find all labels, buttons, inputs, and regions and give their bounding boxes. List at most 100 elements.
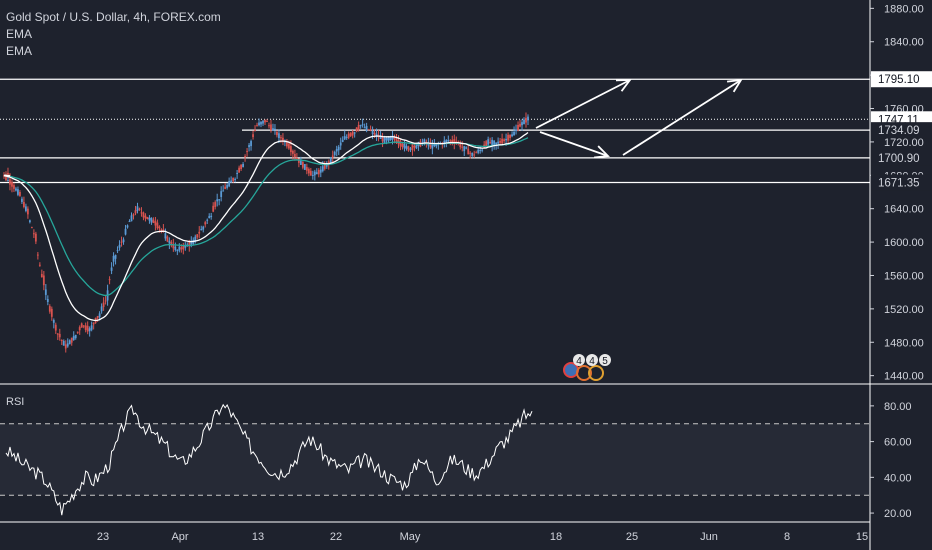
- candle-body: [46, 299, 49, 302]
- candle-body: [40, 273, 43, 278]
- time-tick-label: May: [400, 531, 421, 543]
- candle-body: [54, 324, 57, 331]
- candle-body: [274, 128, 276, 130]
- candle-body: [92, 322, 95, 325]
- candle-body: [68, 340, 71, 345]
- candle-body: [234, 178, 237, 180]
- rsi-tick-label: 20.00: [884, 508, 912, 520]
- price-tick-label: 1720.00: [884, 137, 924, 149]
- candle-body: [401, 143, 404, 148]
- candle-body: [264, 119, 266, 123]
- candle-body: [409, 148, 412, 150]
- time-tick-label: 8: [784, 531, 790, 543]
- candle-body: [17, 189, 19, 195]
- candle-body: [190, 241, 193, 245]
- candle-body: [315, 172, 318, 175]
- candle-body: [56, 333, 59, 335]
- candle-body: [286, 141, 288, 147]
- candle-body: [381, 136, 384, 142]
- ema-label-1[interactable]: EMA: [6, 27, 33, 41]
- candle-body: [100, 306, 103, 312]
- candle-body: [495, 142, 498, 145]
- candle-body: [515, 129, 517, 131]
- candle-body: [166, 236, 169, 242]
- candle-body: [122, 239, 125, 243]
- candle-body: [180, 247, 183, 250]
- candle-body: [365, 125, 368, 131]
- price-tick-label: 1640.00: [884, 204, 924, 216]
- candle-body: [507, 134, 509, 141]
- event-ring-icon: [576, 365, 592, 381]
- candle-body: [226, 184, 229, 188]
- candle-body: [168, 240, 171, 244]
- candle-body: [5, 177, 7, 181]
- candle-body: [108, 279, 111, 281]
- price-level-label: 1700.90: [878, 153, 920, 165]
- candle-body: [44, 289, 47, 295]
- candle-body: [138, 208, 141, 210]
- price-label-box: [871, 71, 932, 88]
- candle-body: [84, 325, 87, 330]
- candle-body: [443, 140, 446, 144]
- candle-body: [329, 157, 332, 163]
- candle-body: [242, 164, 244, 167]
- candle-body: [246, 151, 248, 153]
- candle-body: [98, 313, 101, 318]
- time-tick-label: 13: [252, 531, 264, 543]
- candle-body: [525, 117, 527, 123]
- candle-body: [323, 165, 326, 169]
- candle-body: [268, 125, 270, 127]
- candle-body: [200, 228, 203, 231]
- rsi-line: [5, 403, 533, 516]
- candle-body: [240, 164, 242, 170]
- candle-body: [13, 185, 15, 189]
- candle-body: [497, 141, 500, 144]
- candle-body: [23, 202, 25, 207]
- candle-body: [244, 156, 246, 158]
- candle-body: [465, 147, 468, 149]
- candle-body: [471, 152, 474, 156]
- candle-body: [58, 333, 61, 338]
- candle-body: [375, 133, 378, 137]
- candle-body: [278, 133, 280, 139]
- candle-body: [70, 337, 73, 343]
- candle-body: [341, 139, 344, 142]
- candle-body: [403, 143, 406, 149]
- candle-body: [196, 234, 199, 238]
- candle-body: [148, 217, 151, 221]
- candle-body: [509, 135, 511, 138]
- candle-body: [453, 139, 456, 144]
- candle-body: [172, 244, 175, 249]
- candle-body: [218, 199, 221, 201]
- candle-body: [15, 188, 17, 191]
- candle-body: [505, 138, 507, 141]
- candle-body: [25, 206, 27, 211]
- price-level-label: 1734.09: [878, 125, 920, 137]
- candle-body: [477, 149, 480, 153]
- candle-body: [467, 148, 470, 155]
- candle-body: [503, 139, 505, 142]
- candle-body: [431, 143, 434, 149]
- candle-body: [174, 246, 177, 251]
- candle-body: [11, 181, 13, 187]
- candle-body: [523, 119, 525, 125]
- candle-body: [112, 255, 115, 262]
- candle-body: [371, 130, 374, 134]
- candle-body: [212, 205, 215, 212]
- candle-body: [86, 325, 89, 332]
- candle-body: [88, 328, 91, 332]
- candle-body: [351, 131, 354, 136]
- candle-body: [293, 153, 296, 157]
- candle-body: [262, 120, 264, 124]
- time-tick-label: Jun: [700, 531, 718, 543]
- candle-body: [144, 215, 147, 219]
- time-tick-label: 15: [856, 531, 868, 543]
- ema-label-2[interactable]: EMA: [6, 44, 33, 58]
- candle-body: [387, 136, 390, 142]
- candle-body: [415, 143, 418, 149]
- candle-body: [114, 254, 117, 259]
- candle-body: [248, 145, 250, 148]
- candle-body: [373, 132, 376, 135]
- candle-body: [288, 143, 290, 149]
